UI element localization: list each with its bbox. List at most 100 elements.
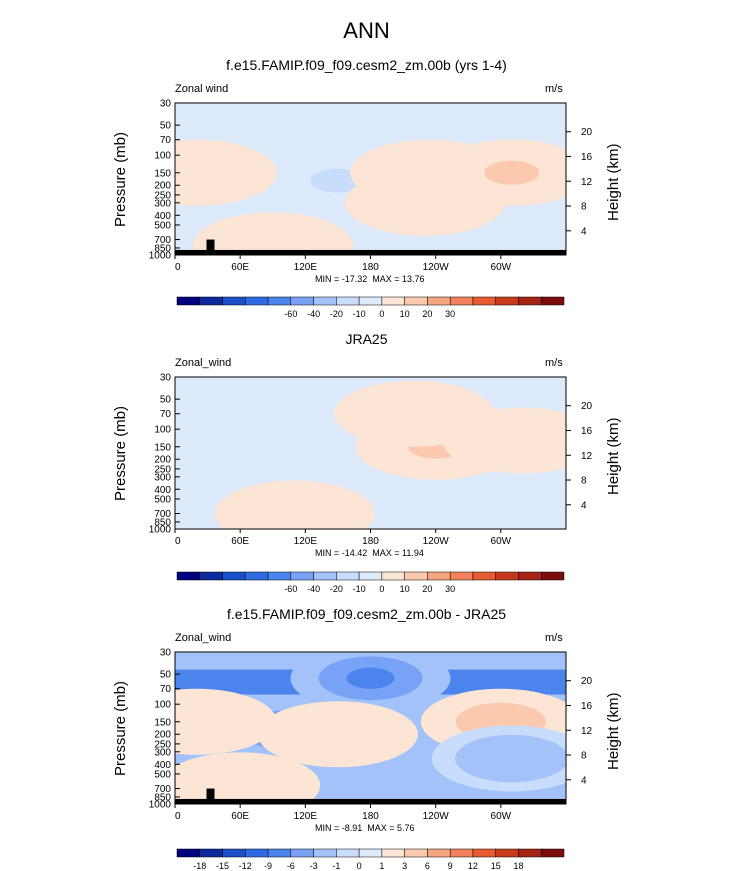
longitude-tick-label: 60E [231, 811, 249, 822]
colorbar-swatch [199, 296, 223, 306]
colorbar-label: -1 [332, 861, 340, 871]
colorbar: -60 -40 -20 -10 0 10 20 30 [176, 571, 565, 594]
longitude-tick-label: 120W [423, 262, 450, 273]
contour-feature [368, 394, 459, 433]
colorbar-label: -15 [216, 861, 229, 871]
colorbar-swatch [495, 848, 519, 858]
colorbar-label: -18 [193, 861, 206, 871]
colorbar-swatch [313, 296, 337, 306]
pressure-tick-label: 850 [154, 792, 171, 803]
colorbar-label: -40 [307, 309, 320, 319]
longitude-tick-label: 0 [175, 536, 181, 547]
contour-feature [489, 426, 556, 455]
colorbar-swatch [290, 296, 314, 306]
longitude-tick-label: 180 [362, 262, 379, 273]
colorbar-label: 0 [379, 584, 384, 594]
pressure-tick-label: 1000 [149, 251, 172, 262]
height-tick-label: 8 [581, 476, 587, 487]
pressure-tick-label: 500 [154, 494, 171, 505]
longitude-tick-label: 0 [175, 811, 181, 822]
contour-feature [484, 160, 540, 185]
colorbar-swatch [449, 848, 474, 858]
pressure-tick-label: 500 [154, 769, 171, 780]
pressure-tick-label: 70 [160, 135, 172, 146]
colorbar-swatch [427, 571, 451, 581]
colorbar-label: 0 [379, 309, 384, 319]
colorbar-swatch [222, 296, 246, 306]
colorbar-label: -60 [284, 309, 297, 319]
colorbar-label: 15 [491, 861, 501, 871]
colorbar-swatch [540, 571, 565, 581]
pressure-tick-label: 70 [160, 684, 172, 695]
panel-title: f.e15.FAMIP.f09_f09.cesm2_zm.00b - JRA25 [226, 606, 507, 622]
contour-feature [175, 702, 242, 741]
pressure-tick-label: 50 [160, 121, 172, 132]
pressure-tick-label: 850 [154, 517, 171, 528]
colorbar-swatch [222, 571, 246, 581]
colorbar-swatch [336, 848, 360, 858]
colorbar-swatch [449, 571, 474, 581]
pressure-tick-label: 70 [160, 409, 172, 420]
pressure-tick-label: 850 [154, 243, 171, 254]
pressure-tick-label: 400 [154, 211, 171, 222]
colorbar-label: 0 [357, 861, 362, 871]
colorbar-swatch [176, 296, 201, 306]
colorbar-swatch [427, 848, 451, 858]
colorbar-swatch [176, 571, 201, 581]
colorbar-label: 30 [445, 584, 455, 594]
colorbar-swatch [358, 296, 383, 306]
longitude-tick-label: 60E [231, 536, 249, 547]
pressure-tick-label: 300 [154, 747, 171, 758]
colorbar-swatch [472, 571, 496, 581]
panel-1: 3050701001502002503004005007008501000481… [149, 99, 593, 274]
longitude-tick-label: 60W [491, 262, 512, 273]
colorbar-label: 6 [425, 861, 430, 871]
pressure-tick-label: 300 [154, 472, 171, 483]
colorbar-label: 3 [402, 861, 407, 871]
colorbar-label: -10 [353, 309, 366, 319]
colorbar-label: 10 [400, 584, 410, 594]
pressure-tick-label: 200 [154, 181, 171, 192]
height-tick-label: 4 [581, 775, 587, 786]
pressure-tick-label: 400 [154, 760, 171, 771]
colorbar-label: -20 [330, 309, 343, 319]
colorbar-swatch [267, 571, 292, 581]
height-tick-label: 16 [581, 701, 593, 712]
longitude-tick-label: 120E [294, 811, 318, 822]
pressure-tick-label: 300 [154, 198, 171, 209]
colorbar-swatch [267, 848, 292, 858]
panel-title: f.e15.FAMIP.f09_f09.cesm2_zm.00b (yrs 1-… [226, 57, 507, 73]
colorbar-label: 12 [468, 861, 478, 871]
pressure-tick-label: 250 [154, 464, 171, 475]
colorbar-label: 20 [422, 584, 432, 594]
colorbar-label: -10 [353, 584, 366, 594]
colorbar-swatch [495, 296, 519, 306]
colorbar-swatch [472, 296, 496, 306]
variable-label: Zonal_wind [175, 632, 232, 644]
colorbar-swatch [199, 571, 223, 581]
longitude-tick-label: 0 [175, 262, 181, 273]
colorbar: -60 -40 -20 -10 0 10 20 30 [176, 296, 565, 319]
colorbar-swatch [176, 848, 201, 858]
panel-title: JRA25 [345, 331, 388, 347]
colorbar-swatch [336, 296, 360, 306]
longitude-tick-label: 120E [294, 536, 318, 547]
pressure-tick-label: 250 [154, 739, 171, 750]
pressure-tick-label: 200 [154, 730, 171, 741]
contour-feature [304, 432, 372, 462]
panel-2: 3050701001502002503004005007008501000481… [149, 373, 593, 548]
units-label: m/s [545, 357, 563, 369]
colorbar-label: -6 [287, 861, 295, 871]
pressure-tick-label: 100 [154, 700, 171, 711]
pressure-tick-label: 1000 [149, 525, 172, 536]
topography-mask [206, 788, 215, 804]
height-tick-label: 12 [581, 451, 593, 462]
height-tick-label: 20 [581, 676, 593, 687]
colorbar-swatch [358, 571, 383, 581]
colorbar-swatch [518, 571, 542, 581]
colorbar-label: -3 [310, 861, 318, 871]
longitude-tick-label: 180 [362, 536, 379, 547]
contour-feature [379, 183, 470, 222]
page-title: ANN [343, 18, 390, 43]
